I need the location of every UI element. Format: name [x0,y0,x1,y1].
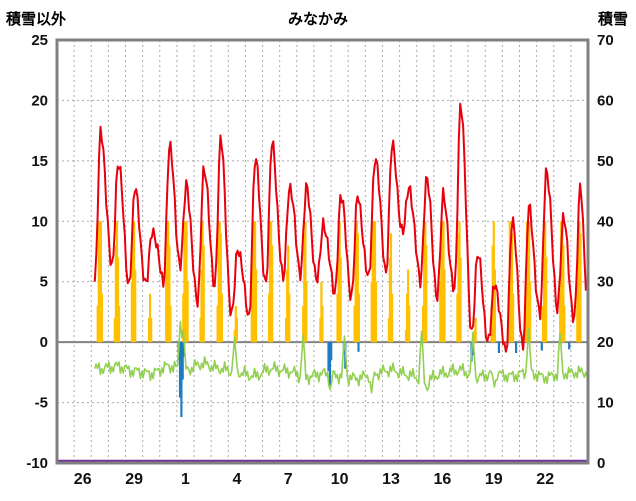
svg-text:10: 10 [331,471,349,488]
svg-text:20: 20 [31,92,48,109]
svg-text:-10: -10 [26,455,48,472]
svg-text:0: 0 [597,455,605,472]
svg-text:29: 29 [125,471,143,488]
svg-text:0: 0 [40,334,48,351]
svg-text:7: 7 [284,471,293,488]
chart-title: みなかみ [287,11,348,28]
svg-text:30: 30 [597,274,614,291]
svg-text:50: 50 [597,153,614,170]
svg-text:26: 26 [74,471,92,488]
svg-text:10: 10 [597,395,614,412]
svg-text:60: 60 [597,92,614,109]
svg-text:25: 25 [31,32,48,49]
svg-text:15: 15 [31,153,48,170]
left-axis-title: 積雪以外 [6,11,67,28]
svg-text:22: 22 [536,471,554,488]
svg-text:-5: -5 [35,395,48,412]
right-axis-title: 積雪 [597,11,628,28]
svg-text:70: 70 [597,32,614,49]
svg-text:19: 19 [485,471,503,488]
svg-text:13: 13 [382,471,400,488]
svg-text:5: 5 [40,274,48,291]
svg-text:10: 10 [31,213,48,230]
svg-text:40: 40 [597,213,614,230]
svg-text:20: 20 [597,334,614,351]
chart-header: 積雪以外 みなかみ 積雪 [0,6,636,30]
svg-text:4: 4 [232,471,241,488]
svg-text:1: 1 [181,471,190,488]
svg-text:16: 16 [434,471,452,488]
